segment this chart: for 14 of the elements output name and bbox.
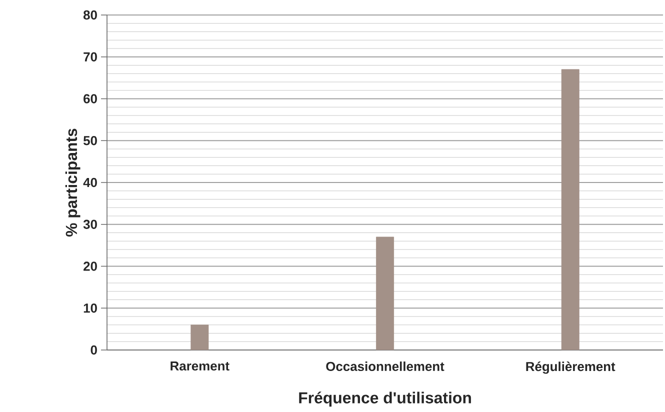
y-tick-label: 80 — [83, 10, 97, 20]
y-tick-label: 10 — [84, 304, 97, 313]
y-tick-label: 30 — [83, 220, 97, 229]
y-tick-label: 20 — [84, 262, 97, 271]
x-tick-label: Rarement — [170, 362, 230, 371]
x-tick-label: Régulièrement — [526, 362, 616, 374]
x-tick-label: Occasionnellement — [326, 362, 444, 372]
y-tick-label: 0 — [90, 345, 97, 355]
y-tick-label: 60 — [84, 94, 97, 104]
y-axis-title: % participants — [65, 128, 80, 237]
y-tick-label: 70 — [84, 52, 97, 62]
y-tick-label: 50 — [83, 136, 97, 146]
x-axis-title: Fréquence d'utilisation — [299, 392, 471, 407]
y-tick-label: 40 — [83, 178, 97, 188]
